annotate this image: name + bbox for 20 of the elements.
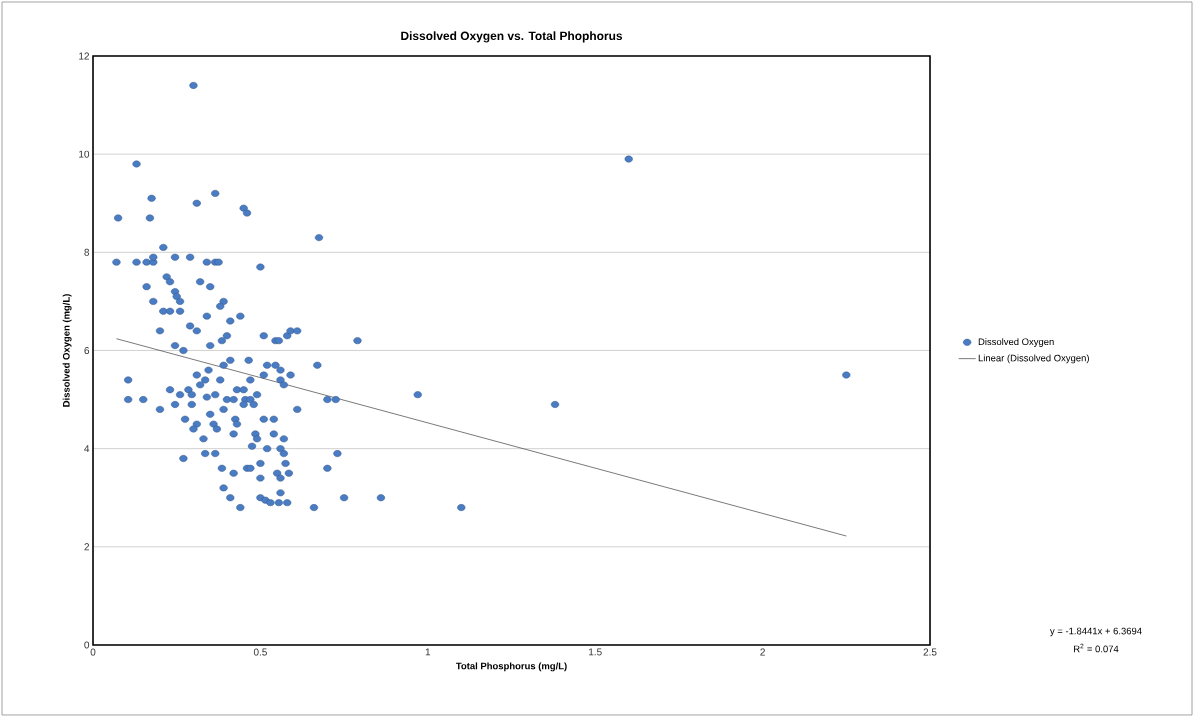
legend-label: Linear (Dissolved Oxygen) [978,354,1089,364]
y-tick-label: 4 [84,445,90,453]
y-tick-label: 0 [84,641,90,649]
y-tick-label: 12 [79,52,89,60]
x-tick-label: 1 [425,648,431,656]
y-axis-title: Dissolved Oxygen (mg/L) [62,294,72,407]
text: R$^{2}$ = 0.074 [1074,643,1119,653]
x-axis-title: Total Phosphorus (mg/L) [455,662,567,672]
y-tick-label: 8 [84,248,90,256]
y-tick-label: 10 [79,150,90,158]
x-tick-label: 2 [760,648,765,656]
chart-title: Dissolved Oxygen vs. Total Phophorus [401,31,623,43]
x-tick-label: 2.5 [923,648,937,656]
x-tick-label: 1.5 [589,648,602,656]
y-tick-label: 2 [84,543,89,551]
x-tick-label: 0 [90,648,96,656]
text: y = -1.8441x + 6.3694 [1049,627,1142,637]
legend-label: Dissolved Oxygen [978,338,1054,347]
y-tick-label: 6 [84,346,90,355]
x-tick-label: 0.5 [253,648,267,656]
